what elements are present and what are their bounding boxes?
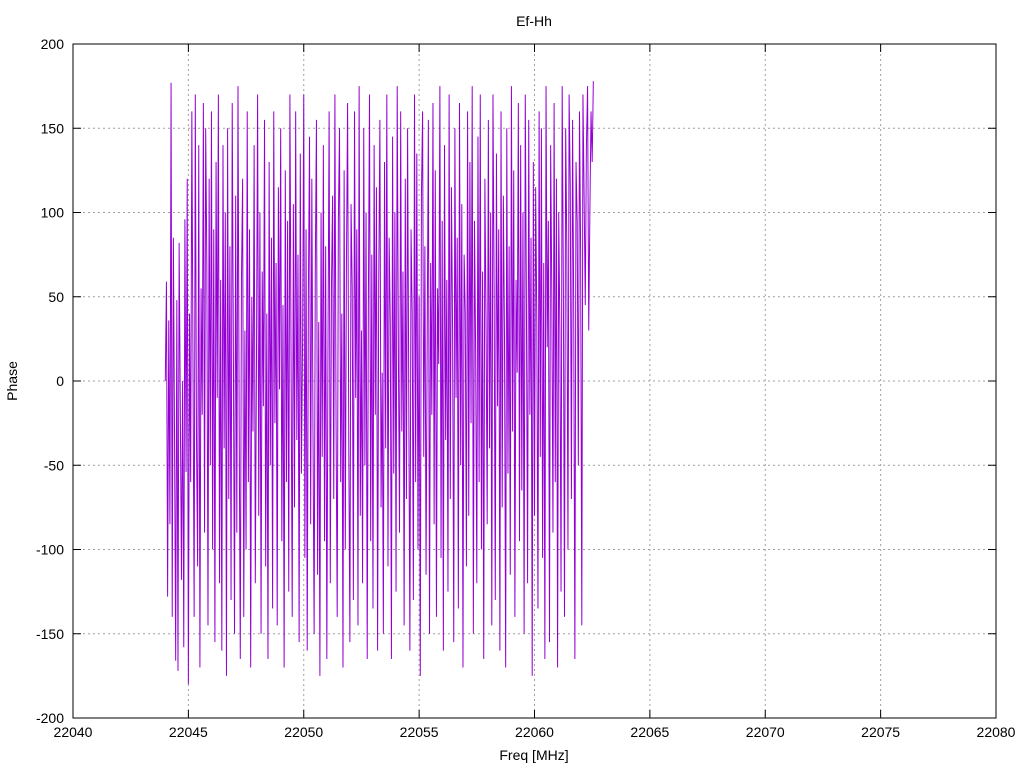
x-tick-label: 22055 (400, 724, 439, 740)
x-tick-label: 22050 (284, 724, 323, 740)
y-tick-label: 50 (48, 289, 64, 305)
chart-title: Ef-Hh (516, 13, 552, 29)
y-tick-label: -100 (36, 542, 64, 558)
y-tick-label: 200 (41, 36, 65, 52)
x-tick-label: 22065 (630, 724, 669, 740)
x-tick-label: 22040 (54, 724, 93, 740)
x-tick-label: 22075 (861, 724, 900, 740)
y-tick-label: 0 (56, 373, 64, 389)
y-tick-label: -150 (36, 626, 64, 642)
series-line (164, 81, 594, 685)
x-tick-label: 22060 (515, 724, 554, 740)
x-axis-label: Freq [MHz] (499, 747, 568, 763)
x-tick-label: 22080 (977, 724, 1016, 740)
y-tick-label: 100 (41, 205, 65, 221)
y-axis-label: Phase (4, 361, 20, 401)
x-tick-label: 22070 (746, 724, 785, 740)
series-layer (164, 81, 594, 685)
y-tick-label: 150 (41, 120, 65, 136)
y-tick-label: -200 (36, 710, 64, 726)
y-tick-label: -50 (44, 457, 64, 473)
x-tick-label: 22045 (169, 724, 208, 740)
axis-ticks: 22040 22045 22050 22055 22060 22065 22070 22075… (36, 36, 1016, 740)
